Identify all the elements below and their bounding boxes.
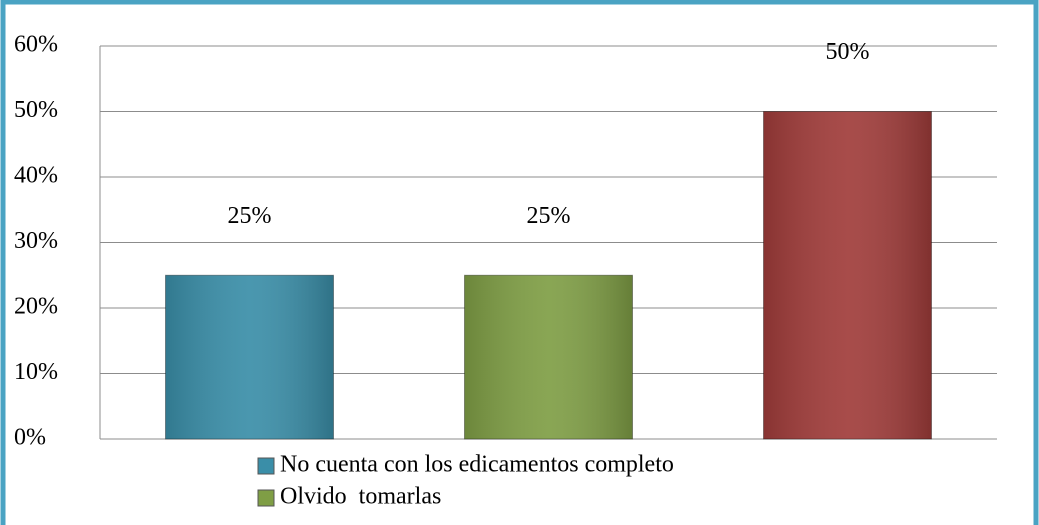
y-tick-label: 20%	[14, 294, 58, 320]
legend-label: No cuenta con los edicamentos completo	[280, 452, 674, 478]
y-tick-label: 30%	[14, 228, 58, 254]
y-tick-label: 10%	[14, 359, 58, 385]
y-tick-label: 50%	[14, 97, 58, 123]
data-label: 25%	[527, 203, 571, 229]
bar-shade	[464, 275, 633, 439]
legend-swatch	[257, 489, 275, 507]
y-tick-label: 40%	[14, 163, 58, 189]
y-tick-label: 60%	[14, 32, 58, 58]
data-label: 50%	[826, 39, 870, 65]
legend-label: Olvido tomarlas	[280, 484, 441, 510]
data-label: 25%	[228, 203, 272, 229]
legend-swatch	[257, 457, 275, 475]
bar-shade	[763, 111, 932, 439]
y-tick-label: 0%	[14, 425, 46, 451]
bar-shade	[165, 275, 334, 439]
